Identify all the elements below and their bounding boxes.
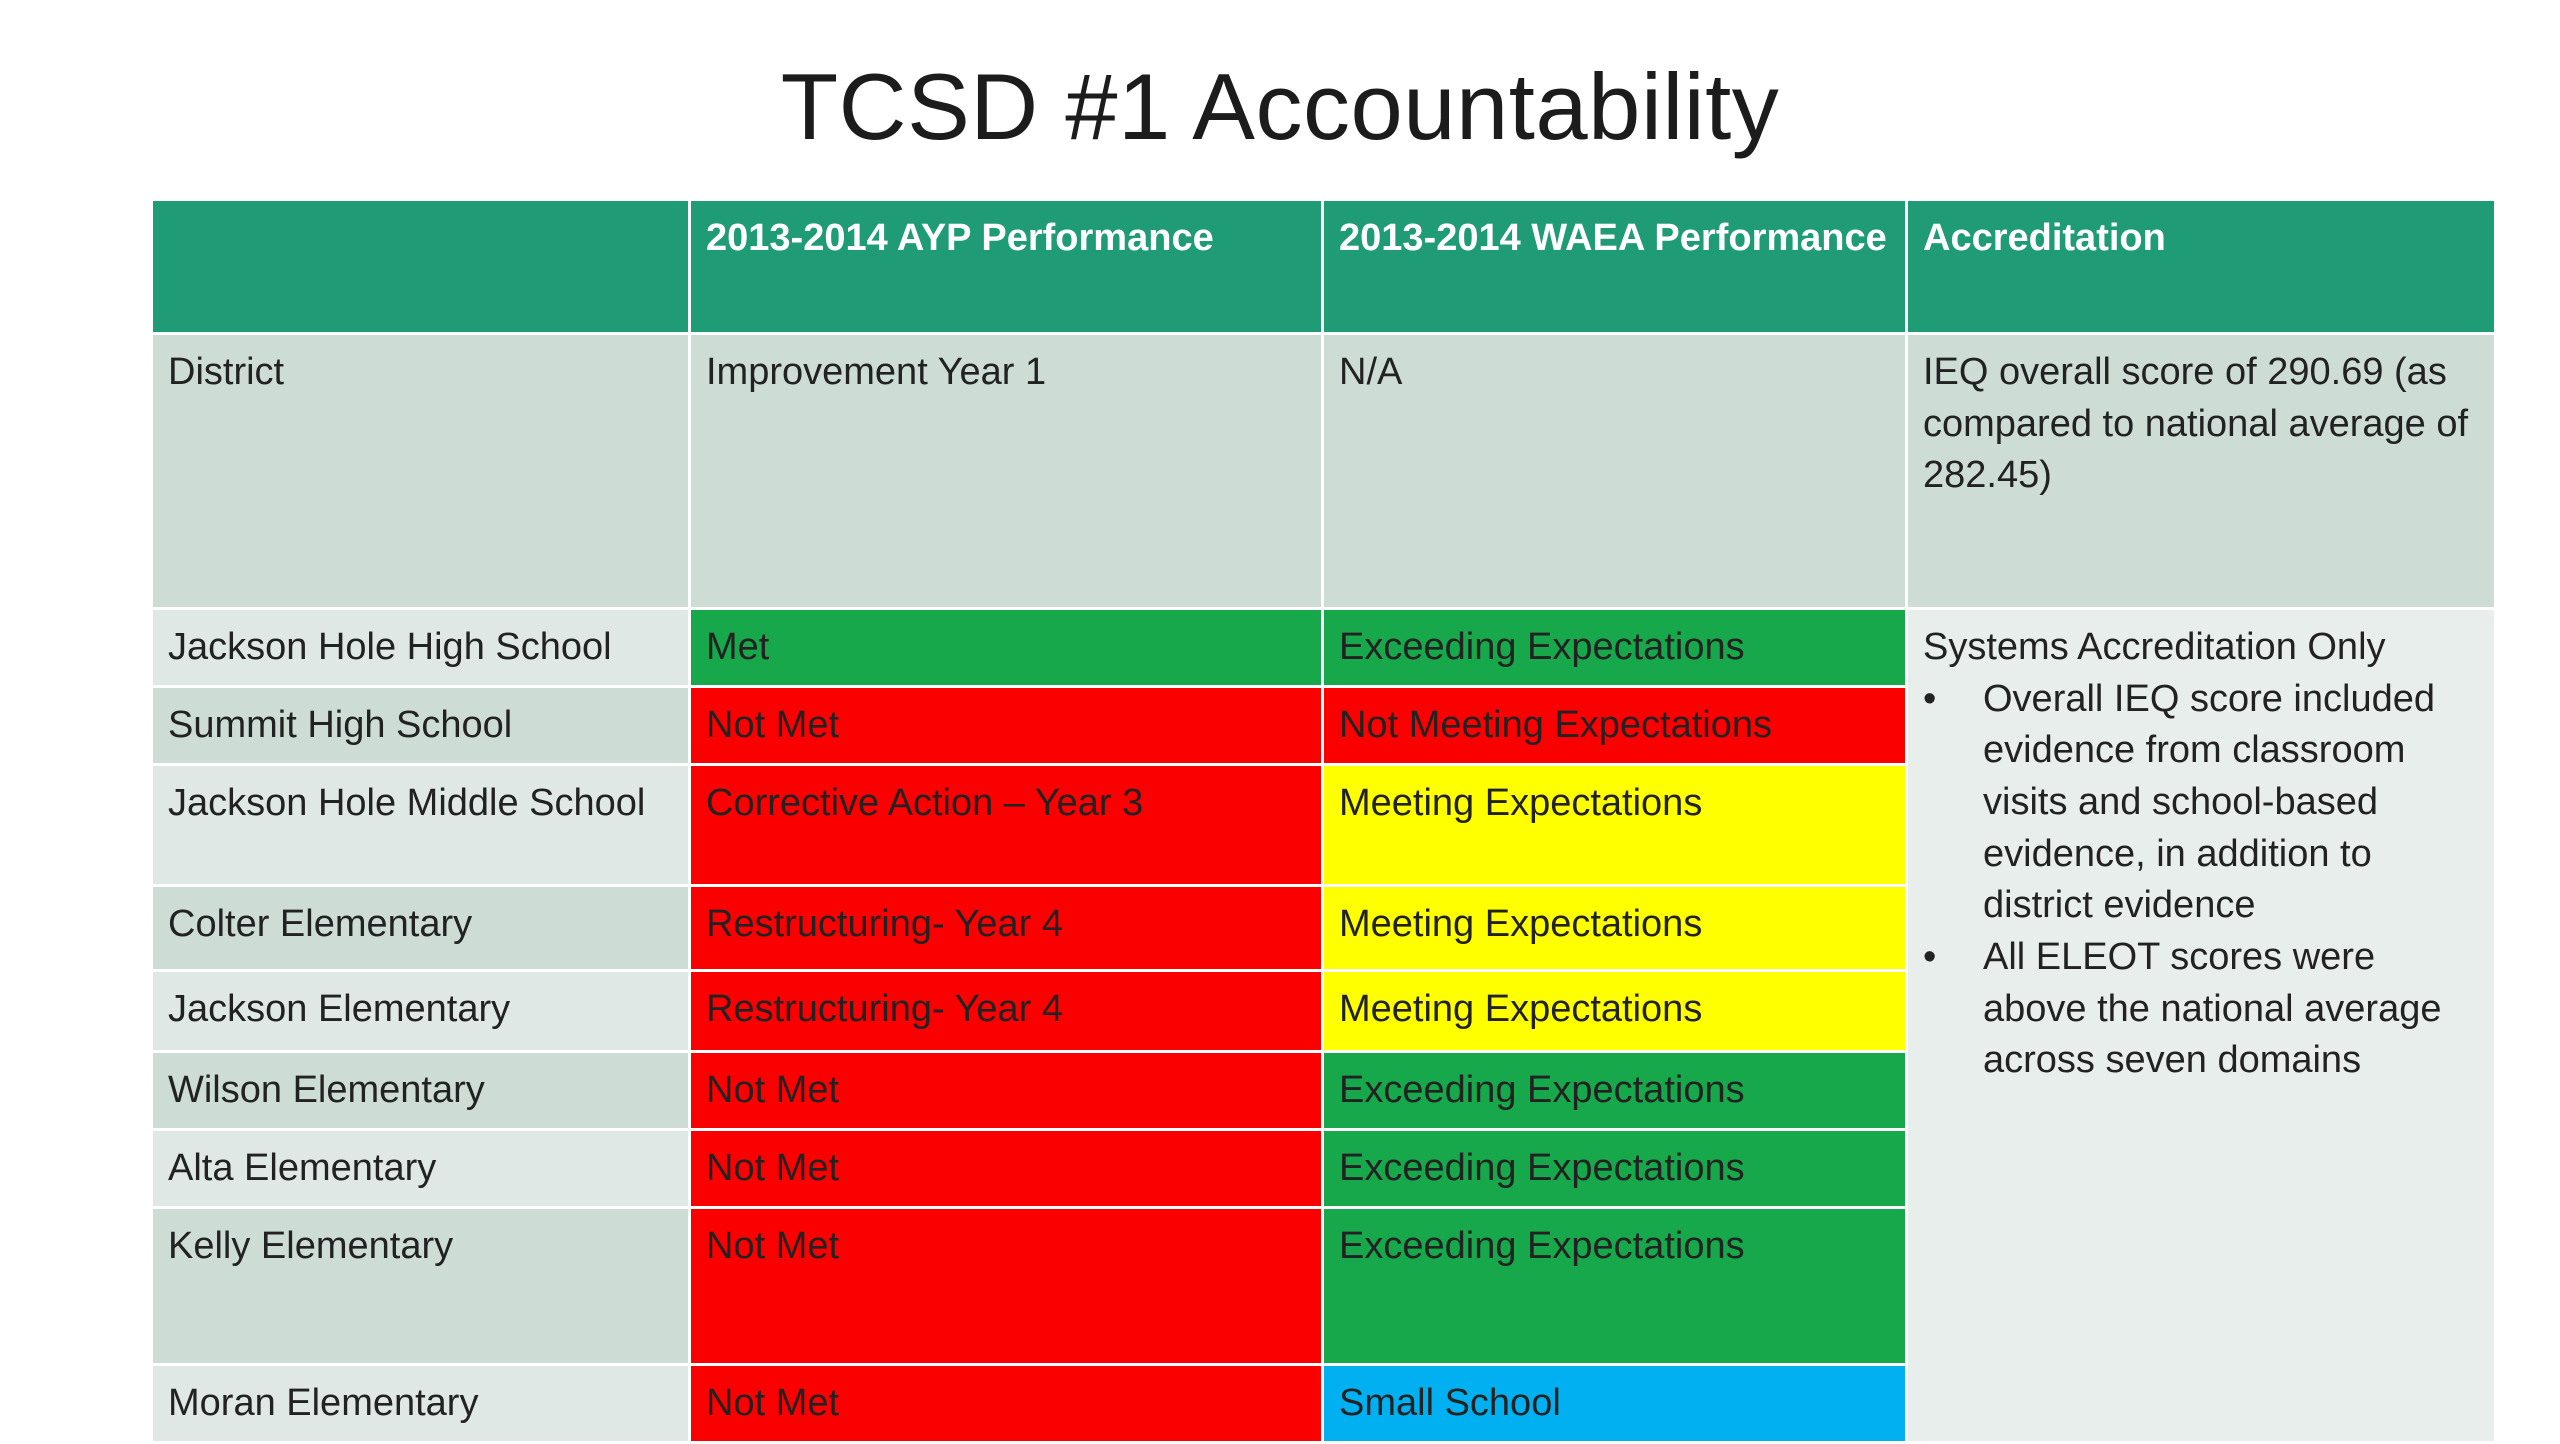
waea-cell: Meeting Expectations bbox=[1321, 884, 1908, 972]
waea-cell: Not Meeting Expectations bbox=[1321, 685, 1908, 766]
ayp-cell: Not Met bbox=[688, 1363, 1324, 1444]
school-row: Summit High School Not Met Not Meeting E… bbox=[150, 685, 2496, 766]
header-ayp: 2013-2014 AYP Performance bbox=[688, 198, 1324, 335]
school-name: Colter Elementary bbox=[150, 884, 691, 972]
ayp-cell: Met bbox=[688, 607, 1324, 688]
accreditation-bullet: Overall IEQ score included evidence from… bbox=[1923, 674, 2479, 932]
ayp-cell: Restructuring- Year 4 bbox=[688, 969, 1324, 1053]
school-row: Colter Elementary Restructuring- Year 4 … bbox=[150, 884, 2496, 972]
school-name: Summit High School bbox=[150, 685, 691, 766]
waea-cell: Exceeding Expectations bbox=[1321, 1050, 1908, 1131]
waea-cell: Exceeding Expectations bbox=[1321, 1206, 1908, 1366]
accreditation-heading: Systems Accreditation Only bbox=[1923, 626, 2386, 668]
district-waea: N/A bbox=[1321, 332, 1908, 610]
waea-cell: Small School bbox=[1321, 1363, 1908, 1444]
ayp-cell: Not Met bbox=[688, 685, 1324, 766]
ayp-cell: Restructuring- Year 4 bbox=[688, 884, 1324, 972]
accountability-table: 2013-2014 AYP Performance 2013-2014 WAEA… bbox=[150, 198, 2497, 1444]
school-row: Jackson Hole High School Met Exceeding E… bbox=[150, 607, 2497, 1444]
school-name: Kelly Elementary bbox=[150, 1206, 691, 1366]
header-accreditation: Accreditation bbox=[1905, 198, 2497, 335]
school-name: Wilson Elementary bbox=[150, 1050, 691, 1131]
school-name: Alta Elementary bbox=[150, 1128, 691, 1209]
slide-title: TCSD #1 Accountability bbox=[780, 54, 1780, 159]
school-name: Jackson Hole High School bbox=[150, 607, 691, 688]
ayp-cell: Not Met bbox=[688, 1206, 1324, 1366]
waea-cell: Meeting Expectations bbox=[1321, 763, 1908, 887]
school-row: Jackson Elementary Restructuring- Year 4… bbox=[150, 969, 2496, 1053]
accreditation-bullet: All ELEOT scores were above the national… bbox=[1923, 932, 2479, 1087]
waea-cell: Exceeding Expectations bbox=[1321, 1128, 1908, 1209]
district-ayp: Improvement Year 1 bbox=[688, 332, 1324, 610]
school-name: Jackson Elementary bbox=[150, 969, 691, 1053]
school-row: Kelly Elementary Not Met Exceeding Expec… bbox=[150, 1206, 2496, 1366]
school-row: Jackson Hole Middle School Corrective Ac… bbox=[150, 763, 2496, 887]
school-name: Jackson Hole Middle School bbox=[150, 763, 691, 887]
school-row: Wilson Elementary Not Met Exceeding Expe… bbox=[150, 1050, 2496, 1131]
accreditation-schools-cell: Systems Accreditation Only Overall IEQ s… bbox=[1905, 607, 2497, 1444]
school-name: Moran Elementary bbox=[150, 1363, 691, 1444]
ayp-cell: Corrective Action – Year 3 bbox=[688, 763, 1324, 887]
header-waea: 2013-2014 WAEA Performance bbox=[1321, 198, 1908, 335]
accreditation-bullets: Overall IEQ score included evidence from… bbox=[1923, 674, 2479, 1087]
ayp-cell: Not Met bbox=[688, 1128, 1324, 1209]
district-name: District bbox=[150, 332, 691, 610]
waea-cell: Exceeding Expectations bbox=[1321, 607, 1908, 688]
header-row: 2013-2014 AYP Performance 2013-2014 WAEA… bbox=[150, 198, 2497, 335]
school-row: Alta Elementary Not Met Exceeding Expect… bbox=[150, 1128, 2496, 1209]
ayp-cell: Not Met bbox=[688, 1050, 1324, 1131]
waea-cell: Meeting Expectations bbox=[1321, 969, 1908, 1053]
district-row: District Improvement Year 1 N/A IEQ over… bbox=[150, 332, 2497, 610]
district-accreditation: IEQ overall score of 290.69 (as compared… bbox=[1905, 332, 2497, 610]
school-row: Moran Elementary Not Met Small School bbox=[150, 1363, 2496, 1444]
header-blank bbox=[150, 198, 691, 335]
